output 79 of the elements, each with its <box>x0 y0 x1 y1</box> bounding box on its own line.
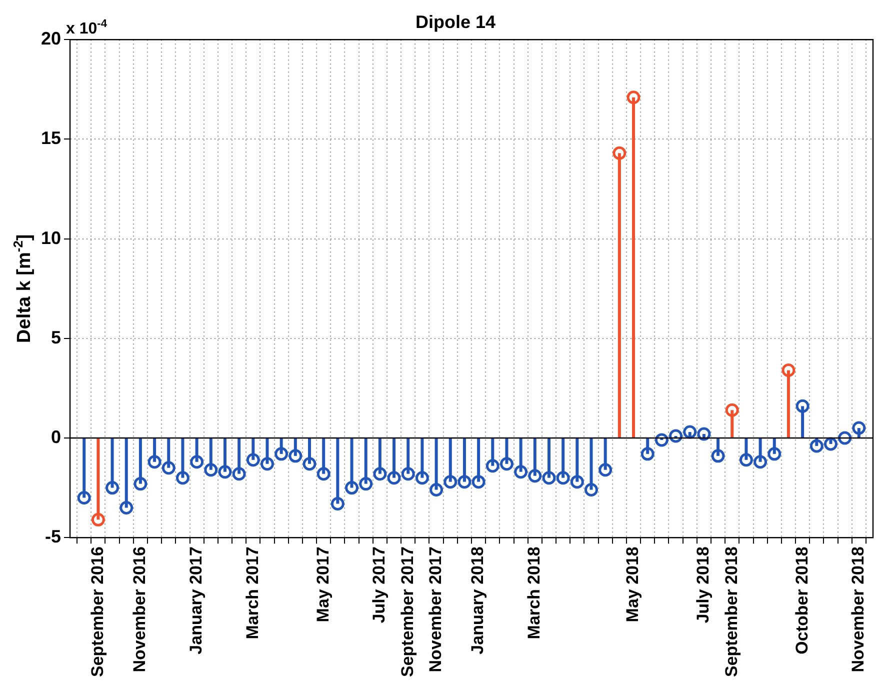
x-tick-label: November 2016 <box>130 546 150 672</box>
x-tick-label: November 2017 <box>426 546 445 672</box>
point <box>725 403 739 417</box>
point <box>852 421 866 435</box>
point <box>148 455 162 469</box>
point <box>359 477 373 491</box>
x-tick-label: January 2018 <box>468 546 488 654</box>
point <box>274 447 288 461</box>
point <box>640 447 654 461</box>
point <box>401 467 415 481</box>
point <box>683 425 697 439</box>
point <box>302 457 316 471</box>
point <box>387 471 401 485</box>
x-tick-label: September 2017 <box>398 546 417 677</box>
point <box>134 477 148 491</box>
x-tick-label: May 2018 <box>623 546 642 622</box>
point <box>91 512 105 526</box>
point <box>486 459 500 473</box>
y-axis-title: Delta k [m-2] <box>10 234 35 343</box>
point <box>697 427 711 441</box>
y-tick-label: 20 <box>40 28 62 49</box>
y-tick-label: 5 <box>51 327 62 348</box>
point <box>739 453 753 467</box>
x-tick-label: September 2018 <box>722 546 741 677</box>
point <box>330 496 344 510</box>
point <box>542 471 556 485</box>
x-tick-label: November 2018 <box>848 546 868 672</box>
point <box>77 491 91 505</box>
point <box>796 399 810 413</box>
y-tick-label: 0 <box>51 426 62 447</box>
point <box>345 481 359 495</box>
point <box>444 475 458 489</box>
point <box>598 463 612 477</box>
point <box>824 437 838 451</box>
point <box>415 471 429 485</box>
y-tick-label: -5 <box>45 526 62 547</box>
point <box>782 364 796 378</box>
point <box>316 467 330 481</box>
point <box>458 475 472 489</box>
x-tick-label: March 2018 <box>524 546 544 640</box>
point <box>204 463 218 477</box>
x-tick-label: July 2018 <box>694 546 713 624</box>
point <box>654 433 668 447</box>
point <box>288 449 302 463</box>
point <box>669 429 683 443</box>
point <box>162 461 176 475</box>
y-tick-label: 15 <box>40 128 62 148</box>
point <box>626 90 640 104</box>
point <box>106 481 120 495</box>
point <box>176 471 190 485</box>
point <box>556 471 570 485</box>
point <box>260 457 274 471</box>
point <box>373 467 387 481</box>
y-tick-label: 10 <box>40 228 62 248</box>
point <box>584 483 598 497</box>
point <box>472 475 486 489</box>
point <box>120 500 134 514</box>
x-tick-label: March 2017 <box>242 546 262 640</box>
point <box>430 483 444 497</box>
point <box>218 465 232 479</box>
point <box>190 455 204 469</box>
point <box>500 457 514 471</box>
x-tick-label: January 2017 <box>186 546 206 654</box>
x-tick-label: May 2017 <box>313 546 332 622</box>
x-tick-label: July 2017 <box>370 546 389 624</box>
chart-title: Dipole 14 <box>415 12 496 32</box>
point <box>232 467 246 481</box>
point <box>570 475 584 489</box>
point <box>754 455 768 469</box>
x-tick-label: September 2016 <box>88 546 107 677</box>
point <box>528 469 542 483</box>
point <box>246 453 260 467</box>
x-tick-label: October 2018 <box>792 546 812 654</box>
point <box>838 431 852 445</box>
point <box>612 146 626 160</box>
point <box>768 447 782 461</box>
point <box>711 449 725 463</box>
point <box>514 465 528 479</box>
point <box>810 439 824 453</box>
